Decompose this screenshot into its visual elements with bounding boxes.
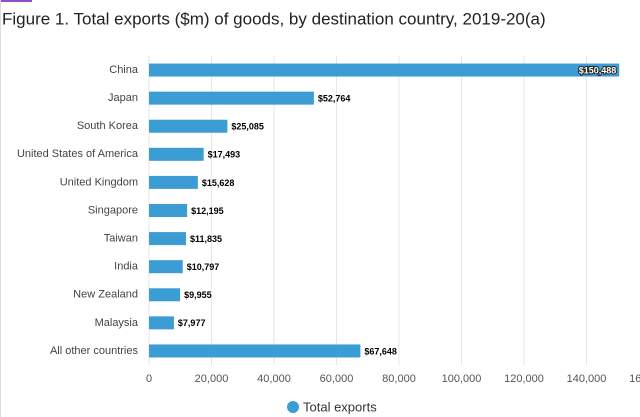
value-label: $10,797 — [187, 262, 220, 272]
y-tick-label: South Korea — [77, 120, 139, 132]
y-tick-label: All other countries — [50, 345, 139, 357]
value-label: $150,488 — [579, 65, 617, 75]
x-tick-label: 0 — [146, 373, 152, 385]
x-tick-label: 140,000 — [567, 373, 607, 385]
bar — [149, 344, 361, 358]
x-tick-label: 20,000 — [195, 373, 229, 385]
value-label: $67,648 — [364, 346, 397, 356]
value-label: $9,955 — [184, 290, 212, 300]
chart-title: Figure 1. Total exports ($m) of goods, b… — [2, 9, 546, 28]
y-tick-label: Singapore — [88, 204, 138, 216]
bar — [149, 175, 198, 189]
legend-label: Total exports — [303, 399, 377, 414]
y-tick-label: New Zealand — [73, 289, 138, 301]
x-tick-label: 60,000 — [320, 373, 354, 385]
bar — [149, 91, 314, 105]
value-label: $17,493 — [208, 150, 241, 160]
bar — [149, 119, 228, 133]
y-tick-label: United States of America — [17, 148, 139, 160]
bar — [149, 63, 620, 77]
bar — [149, 316, 174, 330]
value-label: $52,764 — [318, 94, 351, 104]
value-label: $25,085 — [231, 122, 264, 132]
value-label: $7,977 — [178, 318, 206, 328]
value-label: $11,835 — [190, 234, 222, 244]
x-tick-label: 40,000 — [257, 373, 291, 385]
y-tick-label: Malaysia — [95, 317, 139, 329]
x-tick-label: 100,000 — [442, 373, 482, 385]
y-tick-label: India — [114, 261, 139, 273]
value-label: $12,195 — [191, 206, 224, 216]
y-tick-label: China — [109, 64, 139, 76]
legend-marker — [287, 401, 299, 413]
bar — [149, 288, 181, 302]
bar — [149, 147, 204, 161]
bar — [149, 232, 186, 246]
bar — [149, 260, 183, 274]
x-tick-label: 120,000 — [504, 373, 544, 385]
x-tick-label: 80,000 — [382, 373, 416, 385]
y-tick-label: Taiwan — [104, 232, 138, 244]
value-label: $15,628 — [202, 178, 235, 188]
bar — [149, 204, 188, 217]
y-tick-label: United Kingdom — [60, 176, 138, 188]
x-tick-label: 160,000 — [629, 373, 640, 385]
y-tick-label: Japan — [108, 92, 138, 104]
